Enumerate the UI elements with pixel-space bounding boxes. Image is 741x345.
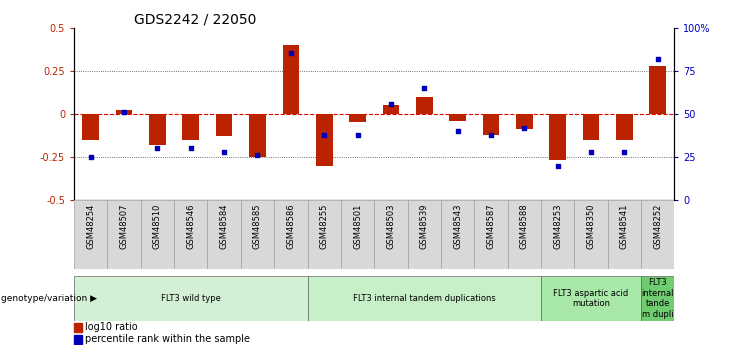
- Text: FLT3 aspartic acid
mutation: FLT3 aspartic acid mutation: [554, 289, 628, 308]
- Point: [319, 132, 330, 137]
- Point: [618, 149, 630, 155]
- Bar: [141, 200, 174, 269]
- Bar: [74, 276, 308, 321]
- Bar: [107, 200, 141, 269]
- Text: GSM48350: GSM48350: [586, 204, 596, 249]
- Bar: [349, 114, 366, 122]
- Bar: [274, 200, 308, 269]
- Bar: [182, 114, 199, 140]
- Text: GSM48253: GSM48253: [553, 204, 562, 249]
- Point: [119, 109, 130, 115]
- Text: GSM48510: GSM48510: [153, 204, 162, 249]
- Bar: [74, 323, 82, 332]
- Bar: [149, 114, 166, 145]
- Text: GSM48255: GSM48255: [319, 204, 329, 249]
- Bar: [441, 200, 474, 269]
- Text: GSM48586: GSM48586: [286, 204, 296, 249]
- Point: [218, 149, 230, 155]
- Text: GSM48588: GSM48588: [519, 204, 529, 249]
- Text: GSM48252: GSM48252: [653, 204, 662, 249]
- Bar: [408, 200, 441, 269]
- Bar: [74, 200, 107, 269]
- Bar: [541, 276, 641, 321]
- Bar: [241, 200, 274, 269]
- Text: percentile rank within the sample: percentile rank within the sample: [85, 334, 250, 344]
- Bar: [416, 97, 433, 114]
- Bar: [282, 45, 299, 114]
- Point: [551, 163, 563, 168]
- Text: GSM48254: GSM48254: [86, 204, 96, 249]
- Text: FLT3 internal tandem duplications: FLT3 internal tandem duplications: [353, 294, 496, 303]
- Text: genotype/variation ▶: genotype/variation ▶: [1, 294, 98, 303]
- Bar: [374, 200, 408, 269]
- Point: [285, 51, 296, 56]
- Bar: [616, 114, 633, 140]
- Text: GSM48543: GSM48543: [453, 204, 462, 249]
- Bar: [116, 110, 133, 114]
- Text: GSM48546: GSM48546: [186, 204, 196, 249]
- Bar: [474, 200, 508, 269]
- Bar: [316, 114, 333, 166]
- Bar: [449, 114, 466, 121]
- Bar: [641, 200, 674, 269]
- Bar: [516, 114, 533, 129]
- Bar: [508, 200, 541, 269]
- Text: GSM48584: GSM48584: [219, 204, 229, 249]
- Bar: [482, 114, 499, 135]
- Text: FLT3
internal
tande
m dupli: FLT3 internal tande m dupli: [642, 278, 674, 318]
- Point: [418, 85, 430, 91]
- Point: [519, 125, 531, 130]
- Point: [385, 101, 397, 106]
- Text: GDS2242 / 22050: GDS2242 / 22050: [134, 12, 256, 27]
- Bar: [649, 66, 666, 114]
- Bar: [341, 200, 374, 269]
- Bar: [582, 114, 599, 140]
- Point: [251, 152, 264, 158]
- Bar: [174, 200, 207, 269]
- Bar: [207, 200, 241, 269]
- Point: [585, 149, 597, 155]
- Bar: [74, 335, 82, 344]
- Point: [185, 146, 197, 151]
- Text: GSM48541: GSM48541: [619, 204, 629, 249]
- Bar: [308, 200, 341, 269]
- Bar: [249, 114, 266, 157]
- Text: GSM48501: GSM48501: [353, 204, 362, 249]
- Bar: [382, 105, 399, 114]
- Bar: [641, 276, 674, 321]
- Bar: [541, 200, 574, 269]
- Bar: [308, 276, 541, 321]
- Text: GSM48587: GSM48587: [486, 204, 496, 249]
- Point: [451, 128, 464, 134]
- Text: GSM48507: GSM48507: [119, 204, 129, 249]
- Bar: [216, 114, 233, 136]
- Bar: [574, 200, 608, 269]
- Point: [485, 132, 496, 137]
- Bar: [608, 200, 641, 269]
- Text: GSM48539: GSM48539: [419, 204, 429, 249]
- Bar: [549, 114, 566, 160]
- Bar: [82, 114, 99, 140]
- Text: FLT3 wild type: FLT3 wild type: [161, 294, 221, 303]
- Text: GSM48503: GSM48503: [386, 204, 396, 249]
- Text: log10 ratio: log10 ratio: [85, 322, 138, 332]
- Text: GSM48585: GSM48585: [253, 204, 262, 249]
- Point: [85, 154, 96, 160]
- Point: [352, 132, 364, 137]
- Point: [652, 56, 664, 61]
- Point: [151, 146, 163, 151]
